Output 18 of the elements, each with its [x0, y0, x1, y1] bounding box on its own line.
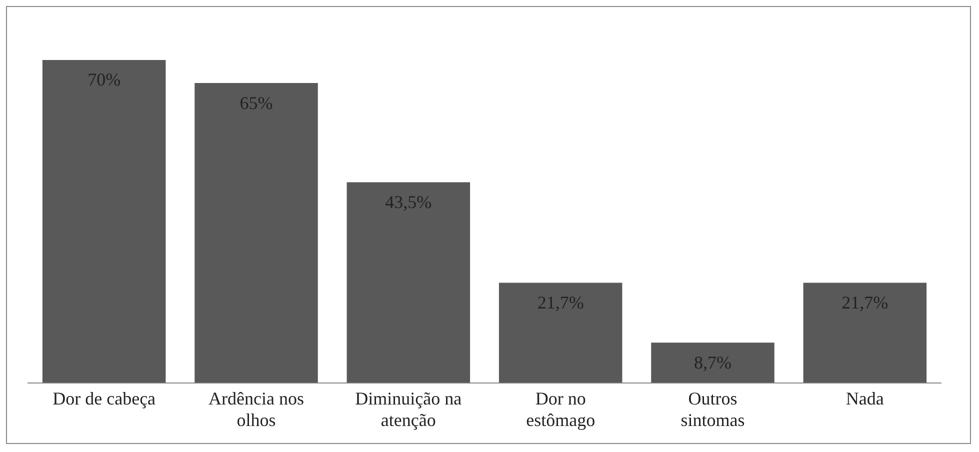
bar — [803, 282, 927, 383]
data-label: 21,7% — [842, 292, 888, 312]
x-tick-label: Dor de cabeça — [52, 388, 156, 408]
x-tick-label: Ardência nos olhos — [208, 388, 304, 430]
x-tick-label: Nada — [846, 388, 884, 408]
x-tick-label: Outros sintomas — [680, 388, 745, 430]
bar — [194, 83, 318, 383]
bar — [346, 182, 470, 383]
bar — [651, 342, 774, 383]
data-label: 65% — [240, 92, 273, 113]
data-label: 21,7% — [537, 292, 584, 312]
bar — [42, 60, 166, 383]
data-label: 43,5% — [385, 192, 432, 212]
data-label: 8,7% — [694, 352, 732, 372]
x-tick-label: Diminuição na atenção — [355, 388, 462, 430]
bar — [498, 282, 622, 383]
x-tick-label: Dor no estômago — [526, 388, 596, 430]
data-label: 70% — [88, 70, 121, 90]
